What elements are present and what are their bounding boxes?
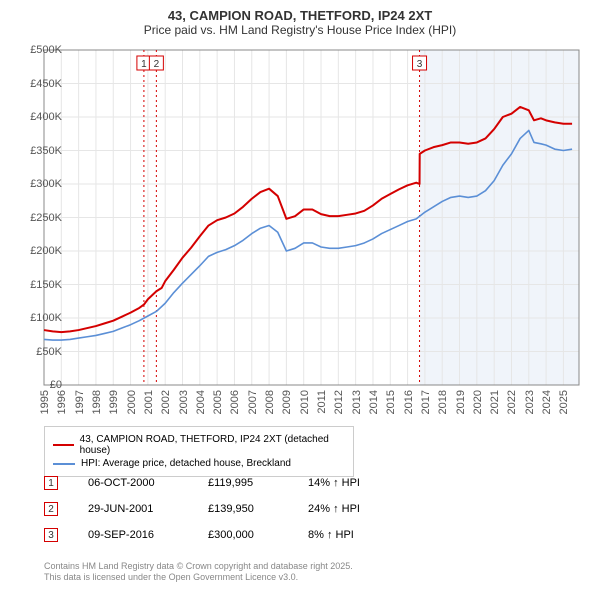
- legend-swatch: [53, 444, 74, 447]
- x-tick-label: 2019: [455, 390, 467, 414]
- legend-label: HPI: Average price, detached house, Brec…: [81, 458, 291, 469]
- y-tick-label: £450K: [30, 78, 62, 90]
- x-tick-label: 2005: [212, 390, 224, 414]
- chart-plot-area: 12 3: [44, 50, 579, 385]
- x-tick-label: 1998: [91, 390, 103, 414]
- x-tick-label: 2022: [506, 390, 518, 414]
- x-tick-label: 2007: [247, 390, 259, 414]
- x-tick-label: 2013: [351, 390, 363, 414]
- sale-marker-num: 2: [48, 504, 54, 515]
- sale-marker-num: 3: [48, 530, 54, 541]
- x-tick-label: 1997: [74, 390, 86, 414]
- sale-price: £139,950: [208, 503, 278, 515]
- y-tick-label: £200K: [30, 245, 62, 257]
- legend-swatch: [53, 463, 75, 465]
- chart-subtitle: Price paid vs. HM Land Registry's House …: [0, 23, 600, 37]
- sale-marker-icon: 3: [44, 528, 58, 542]
- chart-title: 43, CAMPION ROAD, THETFORD, IP24 2XT: [0, 8, 600, 23]
- x-tick-label: 2000: [126, 390, 138, 414]
- x-tick-label: 2016: [403, 390, 415, 414]
- y-tick-label: £250K: [30, 212, 62, 224]
- x-tick-label: 2024: [541, 390, 553, 414]
- sales-table: 1 06-OCT-2000 £119,995 14% ↑ HPI 2 29-JU…: [44, 470, 388, 548]
- x-tick-label: 1996: [56, 390, 68, 414]
- x-tick-label: 2006: [229, 390, 241, 414]
- y-tick-label: £500K: [30, 44, 62, 56]
- x-tick-label: 2009: [281, 390, 293, 414]
- y-tick-label: £150K: [30, 279, 62, 291]
- legend-item: 43, CAMPION ROAD, THETFORD, IP24 2XT (de…: [53, 433, 345, 457]
- chart-svg: 12 3: [44, 50, 579, 385]
- x-tick-label: 2012: [333, 390, 345, 414]
- sale-marker-num: 1: [48, 478, 54, 489]
- x-tick-label: 2008: [264, 390, 276, 414]
- footer-attribution: Contains HM Land Registry data © Crown c…: [44, 561, 353, 584]
- svg-text:1: 1: [141, 59, 147, 70]
- sale-pct: 8% ↑ HPI: [308, 529, 388, 541]
- sale-marker-icon: 2: [44, 502, 58, 516]
- x-tick-label: 2017: [420, 390, 432, 414]
- sale-date: 29-JUN-2001: [88, 503, 178, 515]
- x-tick-label: 2004: [195, 390, 207, 414]
- x-tick-label: 2023: [524, 390, 536, 414]
- x-tick-label: 2014: [368, 390, 380, 414]
- x-tick-label: 2003: [178, 390, 190, 414]
- x-tick-label: 2018: [437, 390, 449, 414]
- sale-date: 06-OCT-2000: [88, 477, 178, 489]
- x-tick-label: 2002: [160, 390, 172, 414]
- sale-pct: 24% ↑ HPI: [308, 503, 388, 515]
- footer-line: Contains HM Land Registry data © Crown c…: [44, 561, 353, 573]
- svg-text:3: 3: [417, 59, 423, 70]
- sale-pct: 14% ↑ HPI: [308, 477, 388, 489]
- y-tick-label: £350K: [30, 145, 62, 157]
- chart-title-block: 43, CAMPION ROAD, THETFORD, IP24 2XT Pri…: [0, 0, 600, 41]
- x-tick-label: 1999: [108, 390, 120, 414]
- y-tick-label: £50K: [36, 346, 62, 358]
- x-tick-label: 2001: [143, 390, 155, 414]
- legend-label: 43, CAMPION ROAD, THETFORD, IP24 2XT (de…: [80, 434, 345, 456]
- y-tick-label: £300K: [30, 178, 62, 190]
- sale-date: 09-SEP-2016: [88, 529, 178, 541]
- footer-line: This data is licensed under the Open Gov…: [44, 572, 353, 584]
- table-row: 3 09-SEP-2016 £300,000 8% ↑ HPI: [44, 522, 388, 548]
- svg-text:2: 2: [154, 59, 160, 70]
- y-tick-label: £100K: [30, 312, 62, 324]
- x-tick-label: 2015: [385, 390, 397, 414]
- y-tick-label: £400K: [30, 111, 62, 123]
- x-tick-label: 2021: [489, 390, 501, 414]
- x-tick-label: 1995: [39, 390, 51, 414]
- table-row: 2 29-JUN-2001 £139,950 24% ↑ HPI: [44, 496, 388, 522]
- sale-price: £119,995: [208, 477, 278, 489]
- x-tick-label: 2010: [299, 390, 311, 414]
- x-tick-label: 2011: [316, 390, 328, 414]
- sale-price: £300,000: [208, 529, 278, 541]
- x-tick-label: 2020: [472, 390, 484, 414]
- legend-item: HPI: Average price, detached house, Brec…: [53, 457, 345, 470]
- table-row: 1 06-OCT-2000 £119,995 14% ↑ HPI: [44, 470, 388, 496]
- x-tick-label: 2025: [558, 390, 570, 414]
- sale-marker-icon: 1: [44, 476, 58, 490]
